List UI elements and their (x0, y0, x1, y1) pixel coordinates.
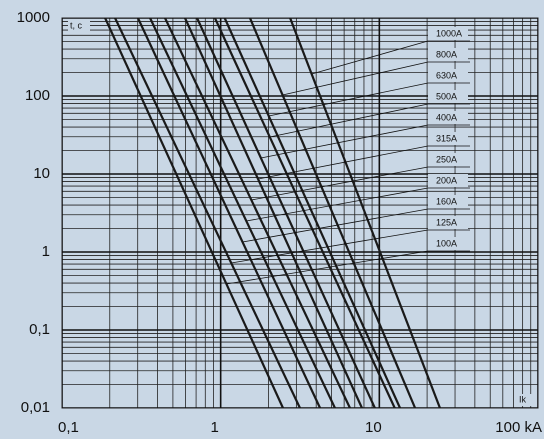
leader-line (268, 82, 429, 117)
label-box (428, 69, 468, 82)
fuse-curve (149, 18, 336, 408)
legend-label: 100A (436, 238, 457, 248)
y-tick-label: 0,1 (29, 321, 50, 338)
label-box (428, 216, 468, 229)
label-box (428, 153, 468, 166)
fuse-curve (248, 18, 417, 408)
leader-line (257, 145, 429, 180)
label-box (428, 27, 468, 40)
x-axis-label: Ik (519, 394, 527, 404)
label-box (428, 132, 468, 145)
legend-label: 200A (436, 175, 457, 185)
fuse-curve (164, 18, 351, 408)
leader-line (311, 40, 429, 75)
label-box (428, 90, 468, 103)
x-tick-label: 0,1 (58, 419, 79, 436)
fuse-curve (136, 18, 322, 408)
x-tick-label: 1 (210, 419, 218, 436)
x-label-box (514, 394, 536, 406)
label-box (428, 195, 468, 208)
leader-line (269, 103, 429, 138)
leader-line (226, 250, 429, 285)
y-tick-label: 1000 (17, 9, 50, 26)
fuse-curve (184, 18, 363, 408)
label-box (428, 174, 468, 187)
y-tick-label: 100 (25, 87, 50, 104)
y-label-box (68, 20, 90, 31)
leader-line (231, 229, 429, 264)
legend-label: 315A (436, 133, 457, 143)
label-box (428, 237, 468, 250)
legend-label: 160A (436, 196, 457, 206)
y-tick-label: 10 (33, 165, 50, 182)
x-tick-label: 100 kA (495, 419, 542, 436)
fuse-curve (114, 18, 301, 408)
leader-line (282, 61, 429, 96)
leader-line (260, 124, 429, 159)
x-tick-label: 10 (365, 419, 382, 436)
label-box (428, 111, 468, 124)
fuse-curve (289, 18, 441, 408)
legend-label: 1000A (436, 28, 462, 38)
fuse-curve (223, 18, 402, 408)
legend-label: 400A (436, 112, 457, 122)
legend-label: 125A (436, 217, 457, 227)
legend-label: 500A (436, 91, 457, 101)
fuse-curve (213, 18, 396, 408)
leader-line (251, 166, 429, 201)
label-box (428, 48, 468, 61)
leader-line (246, 187, 429, 222)
y-tick-label: 0,01 (21, 399, 50, 416)
legend-label: 250A (436, 154, 457, 164)
y-axis-label: t, c (70, 20, 83, 30)
legend-label: 630A (436, 70, 457, 80)
y-tick-label: 1 (42, 243, 50, 260)
leader-line (242, 208, 429, 243)
fuse-curve (104, 18, 284, 408)
legend-label: 800A (436, 49, 457, 59)
fuse-curve (196, 18, 376, 408)
